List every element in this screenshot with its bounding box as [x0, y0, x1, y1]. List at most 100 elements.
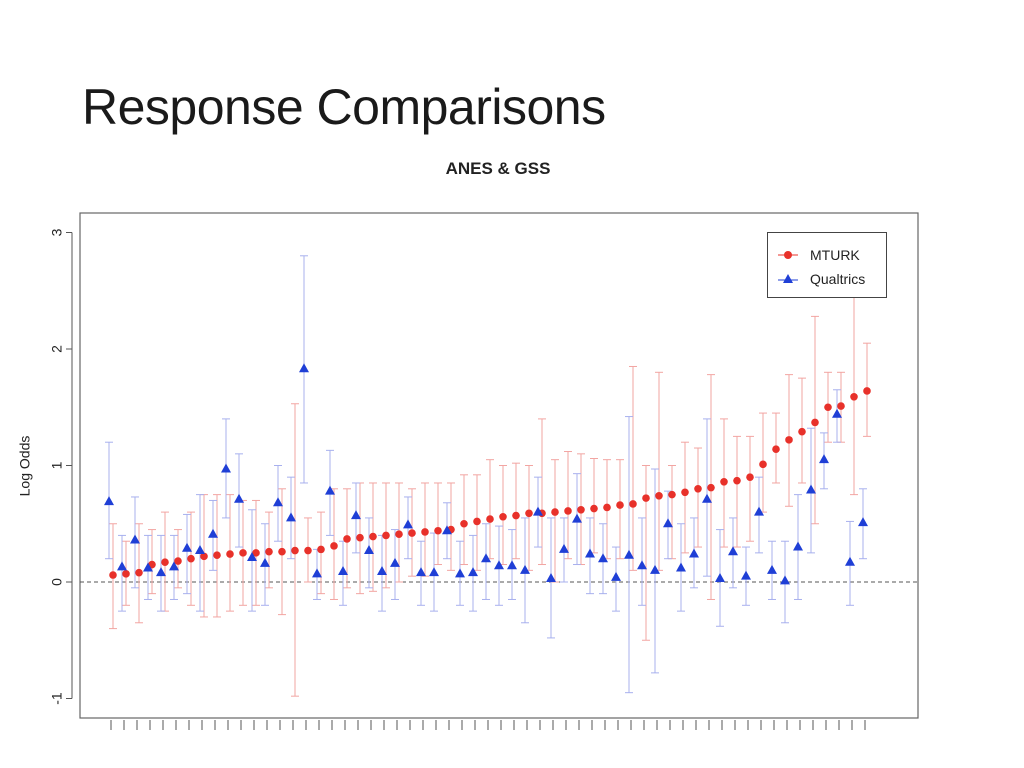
legend: MTURK Qualtrics	[767, 232, 887, 298]
mturk-point	[135, 568, 143, 577]
qualtrics-point	[221, 463, 231, 473]
y-axis: -1 0 1 2 3	[49, 228, 73, 705]
legend-label-qualtrics: Qualtrics	[810, 271, 866, 287]
mturk-point	[252, 549, 260, 557]
qualtrics-point	[143, 562, 153, 572]
mturk-point	[174, 557, 182, 565]
mturk-point	[798, 427, 806, 436]
mturk-point	[369, 532, 377, 541]
qualtrics-point	[819, 454, 829, 464]
qualtrics-point	[273, 497, 283, 507]
qualtrics-point	[507, 560, 517, 570]
mturk-point	[590, 504, 598, 513]
qualtrics-point	[793, 541, 803, 551]
mturk-point	[850, 392, 858, 401]
qualtrics-point	[195, 545, 205, 555]
mturk-point	[330, 542, 338, 550]
mturk-point	[499, 512, 507, 521]
x-axis	[110, 720, 866, 730]
mturk-point	[629, 500, 637, 508]
mturk-point	[707, 483, 715, 492]
qualtrics-point	[312, 568, 322, 578]
mturk-point	[291, 546, 299, 555]
mturk-point	[343, 535, 351, 543]
mturk-point	[668, 490, 676, 499]
y-tick-label: 2	[49, 345, 65, 353]
mturk-point	[395, 530, 403, 539]
qualtrics-point	[208, 528, 218, 538]
points	[104, 363, 871, 585]
y-tick-label: 1	[49, 461, 65, 469]
mturk-point	[564, 507, 572, 515]
mturk-point	[434, 526, 442, 535]
mturk-point	[616, 501, 624, 509]
mturk-point	[525, 509, 533, 518]
mturk-point	[213, 551, 221, 560]
y-tick-label: -1	[49, 692, 65, 705]
mturk-point	[551, 508, 559, 516]
qualtrics-point	[299, 363, 309, 373]
mturk-point	[122, 570, 130, 578]
triangle-marker-icon	[778, 272, 798, 286]
mturk-point	[837, 402, 845, 410]
legend-label-mturk: MTURK	[810, 247, 860, 263]
mturk-point	[759, 460, 767, 469]
mturk-point	[863, 387, 871, 395]
chart-title: ANES & GSS	[445, 159, 551, 178]
qualtrics-point	[130, 534, 140, 544]
qualtrics-point	[585, 548, 595, 558]
mturk-point	[694, 485, 702, 493]
mturk-point	[278, 547, 286, 556]
qualtrics-point	[442, 525, 452, 535]
mturk-point	[655, 491, 663, 500]
mturk-point	[226, 550, 234, 558]
mturk-point	[642, 494, 650, 502]
mturk-point	[265, 547, 273, 556]
mturk-point	[733, 476, 741, 485]
slide-title: Response Comparisons	[82, 79, 606, 135]
mturk-point	[473, 517, 481, 526]
mturk-point	[681, 488, 689, 497]
mturk-point	[785, 436, 793, 444]
y-axis-label: Log Odds	[17, 436, 33, 497]
qualtrics-point	[715, 573, 725, 583]
qualtrics-point	[351, 510, 361, 520]
qualtrics-point	[390, 557, 400, 567]
qualtrics-point	[832, 408, 842, 418]
mturk-point	[577, 505, 585, 514]
qualtrics-point	[728, 546, 738, 556]
qualtrics-point	[286, 512, 296, 522]
qualtrics-point	[650, 564, 660, 574]
mturk-point	[200, 552, 208, 561]
qualtrics-point	[845, 556, 855, 566]
errorbars	[105, 255, 871, 697]
mturk-point	[408, 529, 416, 537]
mturk-point	[811, 418, 819, 427]
qualtrics-point	[468, 567, 478, 577]
mturk-point	[746, 473, 754, 481]
qualtrics-point	[429, 567, 439, 577]
mturk-point	[109, 571, 117, 579]
plot-frame	[79, 212, 919, 719]
qualtrics-point	[767, 564, 777, 574]
qualtrics-point	[455, 568, 465, 578]
qualtrics-point	[169, 561, 179, 571]
y-tick-label: 3	[49, 228, 65, 236]
mturk-point	[239, 549, 247, 557]
qualtrics-point	[494, 560, 504, 570]
qualtrics-point	[663, 518, 673, 528]
qualtrics-point	[598, 553, 608, 563]
qualtrics-point	[676, 562, 686, 572]
qualtrics-point	[572, 513, 582, 523]
mturk-point	[512, 511, 520, 520]
mturk-point	[304, 546, 312, 555]
qualtrics-point	[117, 561, 127, 571]
mturk-point	[317, 545, 325, 554]
mturk-point	[772, 445, 780, 453]
qualtrics-point	[546, 573, 556, 583]
qualtrics-point	[377, 566, 387, 576]
qualtrics-point	[559, 543, 569, 553]
mturk-point	[824, 403, 832, 412]
qualtrics-point	[260, 557, 270, 567]
